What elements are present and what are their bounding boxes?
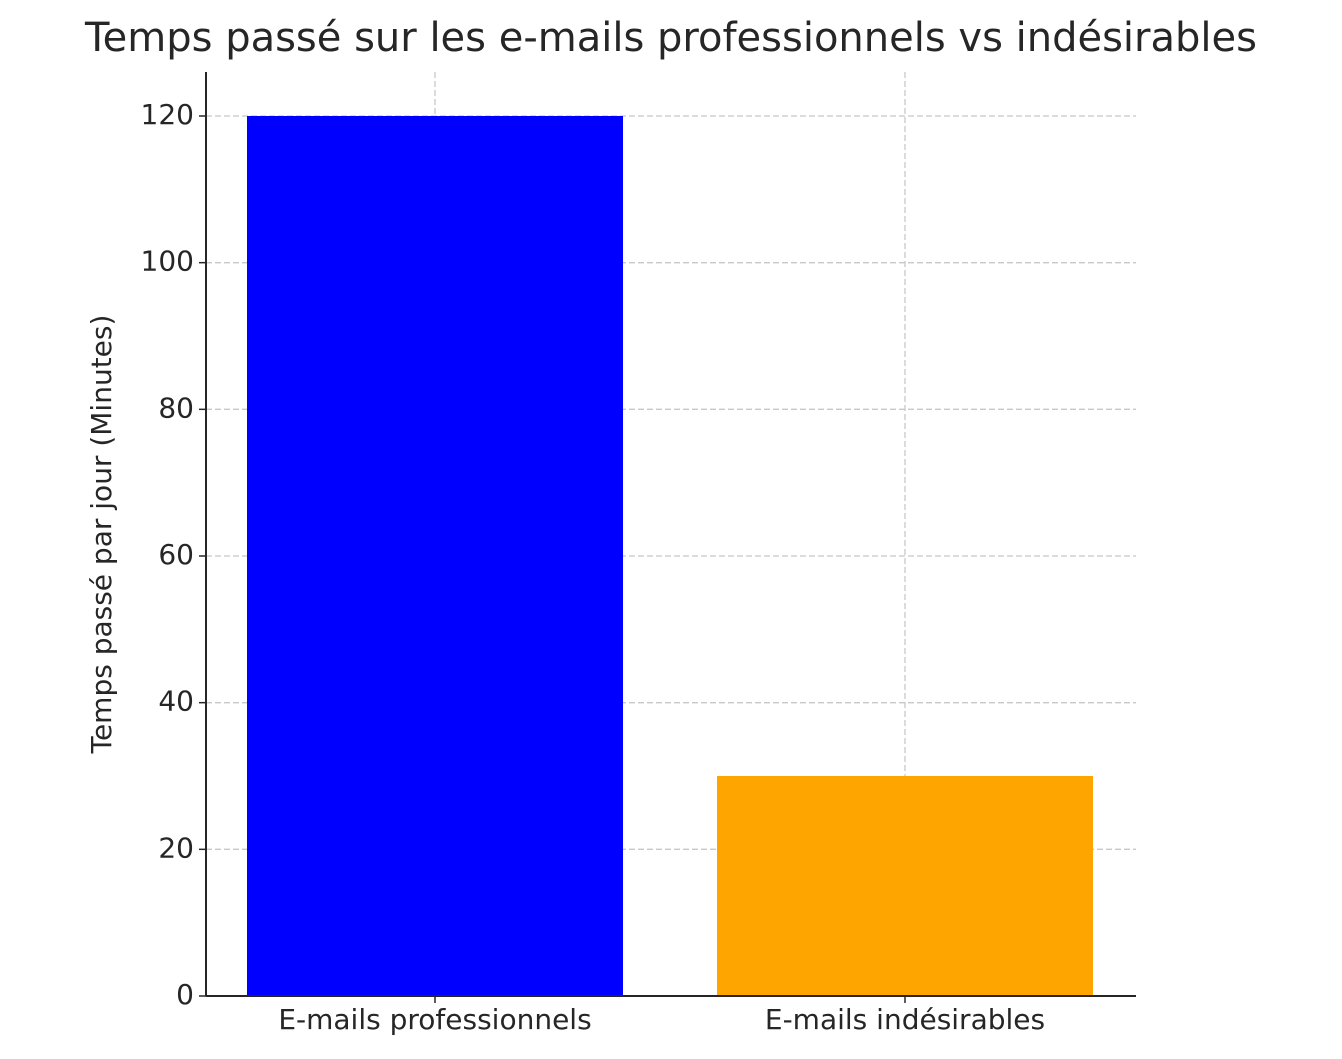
- x-tick-label: E-mails indésirables: [765, 1003, 1045, 1036]
- y-tick-label: 80: [158, 391, 194, 424]
- y-tick-label: 0: [176, 978, 194, 1011]
- bar: [717, 776, 1093, 996]
- y-tick-label: 60: [158, 538, 194, 571]
- x-tick-label: E-mails professionnels: [278, 1003, 591, 1036]
- y-tick-label: 120: [141, 98, 194, 131]
- y-tick-label: 100: [141, 245, 194, 278]
- y-axis-label: Temps passé par jour (Minutes): [85, 315, 118, 755]
- y-tick-label: 20: [158, 831, 194, 864]
- chart-title: Temps passé sur les e-mails professionne…: [84, 15, 1257, 61]
- y-tick-label: 40: [158, 685, 194, 718]
- bar: [247, 116, 623, 996]
